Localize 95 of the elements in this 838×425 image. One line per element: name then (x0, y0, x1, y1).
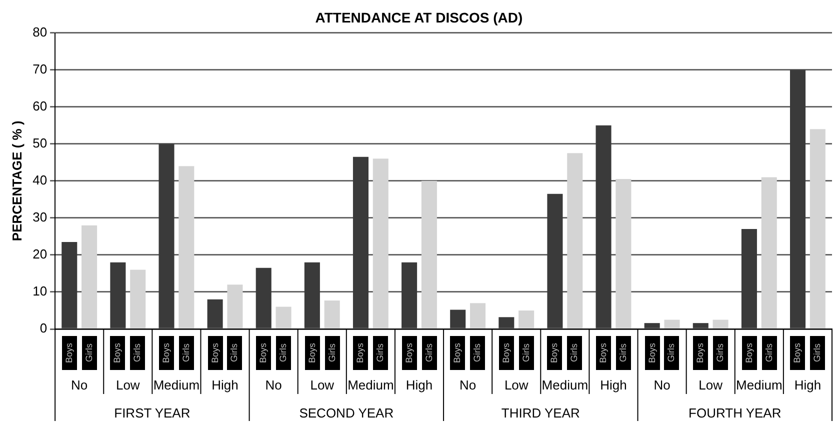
bar (470, 303, 486, 328)
text: Boys (744, 343, 754, 364)
y-tick-label: 40 (32, 172, 48, 188)
bar (178, 166, 194, 328)
bar (644, 323, 660, 328)
bar (110, 262, 126, 328)
bar (62, 242, 78, 328)
y-tick-label: 30 (32, 210, 48, 225)
text: Boys (646, 343, 657, 364)
x-tick-label: High (600, 378, 627, 393)
text: Boys (258, 343, 268, 364)
text: Boys (355, 343, 366, 364)
text: Boys (452, 343, 462, 364)
x-tick-label: Low (310, 378, 335, 393)
bar (372, 158, 388, 328)
y-tick-label: 50 (32, 135, 48, 150)
bar (741, 229, 757, 328)
text: Girls (569, 344, 580, 362)
bar (664, 320, 680, 328)
y-tick-label: 10 (32, 284, 48, 299)
x-tick-label: Low (698, 378, 724, 393)
x-tick-label: No (71, 378, 88, 393)
x-tick-label: High (406, 378, 433, 393)
bar (596, 125, 612, 328)
text: Girls (326, 344, 337, 362)
x-tick-label: Low (116, 378, 140, 393)
y-tick-label: 80 (32, 24, 48, 40)
bar (276, 306, 292, 328)
bar (790, 70, 806, 328)
text: Boys (695, 343, 706, 364)
bar (518, 310, 534, 328)
text: SECOND YEAR (299, 406, 394, 421)
text: Boys (62, 336, 77, 370)
bar (567, 153, 583, 328)
x-tick-label: No (459, 378, 476, 393)
x-tick-label: High (794, 378, 822, 393)
x-tick-label: Medium (348, 378, 394, 393)
bar (692, 323, 708, 328)
x-tick-label: Low (504, 378, 529, 393)
text: Boys (549, 343, 560, 364)
text: Girls (812, 344, 822, 362)
text: Boys (112, 343, 122, 364)
bar (158, 144, 174, 328)
text: Boys (306, 343, 317, 364)
bar (324, 300, 340, 328)
bar (207, 299, 223, 328)
text: THIRD YEAR (501, 406, 580, 421)
x-tick-label: High (212, 378, 238, 393)
text: Girls (229, 344, 240, 362)
bar (256, 268, 272, 328)
text: Girls (666, 344, 676, 362)
text: Boys (500, 343, 511, 364)
text: FIRST YEAR (114, 406, 190, 421)
bar (498, 317, 514, 328)
y-tick-label: 70 (32, 61, 48, 76)
text: Girls (180, 344, 191, 362)
bar (402, 262, 418, 328)
bar (450, 310, 466, 328)
bar (421, 180, 437, 328)
chart-title: ATTENDANCE AT DISCOS (AD) (315, 9, 523, 26)
text: Boys (161, 343, 171, 364)
text: Boys (210, 343, 220, 364)
x-tick-label: No (265, 378, 282, 393)
y-axis-title: PERCENTAGE ( % ) (9, 120, 24, 242)
bar (352, 156, 368, 328)
bar (810, 129, 826, 328)
bar (761, 177, 777, 328)
text: Girls (132, 344, 142, 362)
x-tick-label: No (654, 378, 670, 393)
text: Girls (472, 344, 482, 362)
y-tick-label: 20 (32, 246, 48, 262)
text: Girls (424, 344, 434, 362)
text: Boys (598, 343, 608, 364)
text: Boys (404, 343, 414, 364)
bar (547, 194, 563, 328)
text: Girls (278, 344, 288, 362)
text: FOURTH YEAR (688, 406, 782, 421)
bar (82, 225, 98, 328)
text: Boys (792, 343, 802, 364)
bar (304, 262, 320, 328)
text: Girls (618, 344, 628, 362)
text: Girls (715, 344, 726, 362)
text: Girls (375, 344, 386, 362)
text: Girls (82, 336, 97, 370)
y-tick-label: 0 (40, 320, 48, 336)
text: Girls (520, 344, 531, 362)
bar (130, 270, 146, 328)
y-tick-label: 60 (32, 98, 48, 114)
bar (616, 179, 632, 328)
x-tick-label: Medium (736, 378, 782, 393)
text: Girls (764, 344, 774, 362)
x-tick-label: Medium (153, 378, 200, 393)
x-tick-label: Medium (542, 378, 588, 393)
bar (712, 320, 728, 328)
bar (227, 284, 243, 328)
